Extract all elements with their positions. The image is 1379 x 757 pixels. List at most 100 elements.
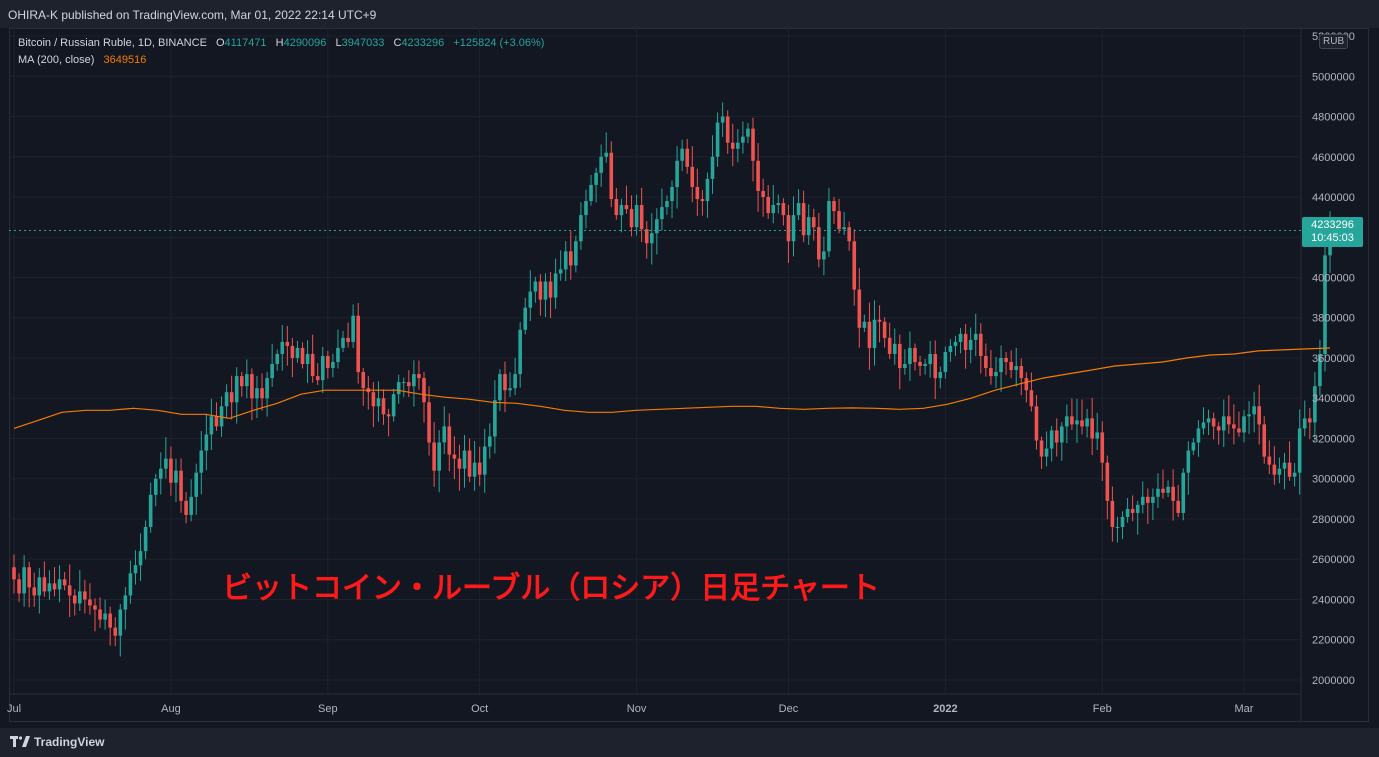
candle-body: [72, 595, 77, 604]
candle-body: [832, 201, 836, 212]
candle-body: [1206, 418, 1211, 423]
candle-body: [1181, 472, 1186, 513]
symbol-title[interactable]: Bitcoin / Russian Ruble, 1D, BINANCE: [18, 37, 207, 49]
candle-body: [42, 577, 47, 592]
price-tick-label: 3400000: [1312, 393, 1355, 405]
tradingview-logo-icon: [10, 736, 30, 747]
candle-body: [599, 156, 603, 173]
candle-body: [978, 333, 983, 356]
candle-body: [1085, 418, 1089, 427]
candle-body: [422, 378, 426, 403]
candle-body: [629, 209, 634, 228]
change-value: +125824 (+3.06%): [453, 37, 545, 49]
candle-body: [128, 573, 133, 596]
candle-body: [842, 227, 846, 230]
ma-value: 3649516: [103, 54, 147, 66]
candle-body: [1125, 508, 1130, 517]
chart-frame[interactable]: [9, 28, 1369, 722]
candle-body: [1049, 430, 1054, 449]
candle-body: [1039, 440, 1044, 457]
candle-body: [174, 470, 178, 483]
candle-body: [736, 142, 740, 149]
price-tick-label: 3200000: [1312, 433, 1355, 445]
candle-body: [482, 446, 487, 475]
price-tick-label: 2200000: [1312, 635, 1355, 647]
close-value: 4233296: [401, 37, 445, 49]
candle-body: [143, 527, 148, 552]
candle-body: [391, 394, 396, 417]
candle-body: [953, 341, 958, 346]
candle-body: [680, 148, 684, 161]
candle-body: [83, 591, 87, 600]
candle-body: [1257, 406, 1261, 425]
candle-body: [589, 184, 593, 202]
candle-body: [407, 382, 411, 387]
candle-body: [1302, 418, 1307, 429]
candle-body: [867, 321, 872, 348]
candle-body: [923, 364, 927, 367]
candle-body: [1171, 486, 1175, 501]
candle-body: [579, 215, 583, 242]
candle-body: [295, 347, 300, 358]
candle-body: [822, 251, 826, 260]
candle-body: [862, 321, 867, 328]
candle-body: [877, 319, 882, 322]
candle-body: [1242, 416, 1246, 433]
candle-body: [1034, 406, 1039, 441]
candle-body: [872, 319, 877, 348]
currency-badge[interactable]: RUB: [1319, 34, 1349, 49]
candle-body: [523, 307, 528, 330]
candle-body: [1287, 462, 1292, 477]
candle-body: [113, 627, 118, 636]
candle-body: [1151, 496, 1155, 503]
candle-body: [943, 351, 948, 373]
candle-body: [766, 197, 770, 214]
candle-body: [305, 353, 310, 365]
candle-body: [280, 341, 285, 354]
candle-body: [533, 281, 538, 292]
time-tick-label: 2022: [933, 703, 957, 715]
candle-body: [634, 205, 639, 228]
chart-legend: Bitcoin / Russian Ruble, 1D, BINANCE O41…: [18, 35, 544, 69]
time-tick-label: Sep: [318, 703, 338, 715]
candle-body: [933, 353, 938, 379]
candle-body: [751, 128, 755, 161]
candle-body: [558, 269, 563, 274]
candle-body: [786, 215, 791, 242]
candle-body: [310, 353, 315, 377]
candle-body: [1019, 366, 1024, 379]
candle-body: [1009, 362, 1013, 371]
candle-body: [1277, 468, 1282, 475]
candle-body: [346, 337, 350, 342]
tradingview-logo[interactable]: TradingView: [10, 734, 104, 750]
candle-body: [255, 388, 259, 399]
time-tick-label: Dec: [779, 703, 799, 715]
price-tick-label: 4000000: [1312, 273, 1355, 285]
candle-body: [624, 205, 629, 210]
ma-row[interactable]: MA (200, close) 3649516: [18, 52, 544, 69]
candle-body: [326, 355, 330, 369]
candle-body: [908, 347, 912, 365]
candle-body: [78, 591, 82, 604]
candle-body: [675, 160, 679, 187]
candle-body: [538, 281, 543, 300]
candle-body: [756, 160, 760, 191]
high-label: H: [275, 37, 284, 49]
candle-body: [62, 579, 67, 586]
time-tick-label: Aug: [161, 703, 181, 715]
candle-body: [401, 382, 406, 384]
candle-body: [1313, 386, 1317, 423]
candle-body: [22, 567, 26, 594]
candle-body: [118, 609, 123, 636]
candle-body: [184, 500, 188, 515]
tradingview-brand: TradingView: [34, 735, 105, 749]
candle-body: [594, 172, 598, 185]
candle-body: [427, 402, 431, 443]
candle-body: [1110, 500, 1115, 528]
candle-body: [148, 494, 153, 528]
candle-body: [1014, 366, 1019, 371]
candle-body: [1247, 414, 1251, 417]
candle-body: [644, 229, 649, 244]
candle-body: [285, 341, 290, 346]
